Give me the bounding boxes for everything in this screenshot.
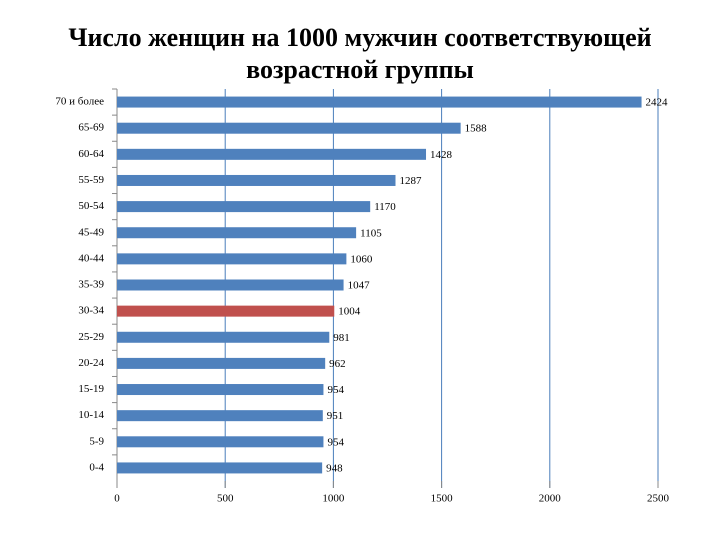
value-label: 948 <box>326 462 343 474</box>
y-tick-label: 30-34 <box>78 305 104 317</box>
value-label: 981 <box>333 332 350 344</box>
value-label: 954 <box>327 384 344 396</box>
x-tick-label: 2500 <box>647 493 670 505</box>
y-tick-label: 50-54 <box>78 200 104 212</box>
bar <box>117 331 330 343</box>
y-tick-label: 65-69 <box>78 122 104 134</box>
y-tick-label: 45-49 <box>78 226 104 238</box>
bar <box>117 122 461 134</box>
value-label: 1047 <box>348 280 371 292</box>
y-tick-label: 60-64 <box>78 148 104 160</box>
x-tick-label: 1000 <box>322 493 345 505</box>
value-label: 1428 <box>430 149 453 161</box>
y-tick-label: 10-14 <box>78 409 104 421</box>
bar <box>117 410 323 422</box>
bar <box>117 436 324 448</box>
y-tick-label: 15-19 <box>78 383 104 395</box>
bar <box>117 253 347 265</box>
value-label: 962 <box>329 358 346 370</box>
value-label: 2424 <box>646 97 669 109</box>
bar <box>117 227 357 239</box>
x-tick-label: 1500 <box>431 493 454 505</box>
value-label: 1105 <box>360 227 382 239</box>
y-tick-label: 55-59 <box>78 174 104 186</box>
value-label: 1170 <box>374 201 396 213</box>
y-tick-label: 25-29 <box>78 331 104 343</box>
value-label: 1004 <box>338 306 361 318</box>
value-label: 954 <box>327 436 344 448</box>
bar <box>117 384 324 396</box>
value-label: 951 <box>327 410 344 422</box>
value-label: 1287 <box>400 175 423 187</box>
y-tick-label: 40-44 <box>78 252 104 264</box>
value-label: 1060 <box>350 253 373 265</box>
x-tick-label: 2000 <box>539 493 562 505</box>
y-tick-label: 70 и более <box>55 96 104 108</box>
bar <box>117 357 326 369</box>
bar <box>117 462 323 474</box>
y-tick-label: 35-39 <box>78 279 104 291</box>
bar <box>117 279 344 291</box>
value-label: 1588 <box>465 123 488 135</box>
bar <box>117 201 371 213</box>
bar <box>117 305 335 317</box>
x-tick-label: 500 <box>217 493 234 505</box>
chart-title: возрастной группы <box>246 55 474 84</box>
bar <box>117 96 642 108</box>
bar <box>117 174 396 186</box>
y-tick-label: 0-4 <box>89 461 104 473</box>
x-tick-label: 0 <box>114 493 120 505</box>
chart-title: Число женщин на 1000 мужчин соответствую… <box>68 23 651 52</box>
y-tick-label: 20-24 <box>78 357 104 369</box>
bar <box>117 148 427 160</box>
y-tick-label: 5-9 <box>89 435 104 447</box>
